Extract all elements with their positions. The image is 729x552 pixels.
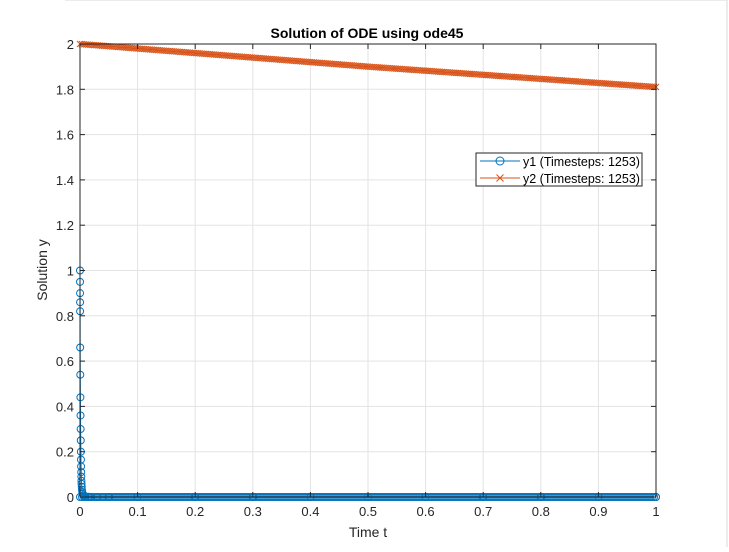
y-tick-label: 1 bbox=[67, 264, 74, 279]
y-tick-label: 1.4 bbox=[56, 173, 74, 188]
y-tick-label: 0 bbox=[67, 490, 74, 505]
series-y1-point bbox=[77, 462, 86, 471]
x-tick-label: 0.2 bbox=[186, 504, 204, 519]
legend-marker-circle-icon bbox=[495, 156, 505, 166]
x-tick-label: 0.9 bbox=[589, 504, 607, 519]
y-tick-label: 0.8 bbox=[56, 309, 74, 324]
series-y1-point bbox=[77, 476, 86, 485]
y-tick-label: 0.2 bbox=[56, 445, 74, 460]
y-tick-label: 1.8 bbox=[56, 82, 74, 97]
x-tick-label: 0.4 bbox=[301, 504, 319, 519]
y-tick-label: 0.6 bbox=[56, 354, 74, 369]
x-axis-label: Time t bbox=[349, 524, 387, 540]
chart-title: Solution of ODE using ode45 bbox=[271, 25, 464, 41]
y-tick-label: 1.6 bbox=[56, 128, 74, 143]
series-y1-point bbox=[77, 468, 86, 477]
x-tick-label: 0.1 bbox=[129, 504, 147, 519]
y-tick-label: 0.4 bbox=[56, 399, 74, 414]
x-tick-label: 1 bbox=[652, 504, 659, 519]
legend-entry-y2[interactable]: y2 (Timesteps: 1253) bbox=[480, 172, 640, 186]
legend-marker-x-icon bbox=[496, 174, 504, 182]
x-tick-label: 0.3 bbox=[244, 504, 262, 519]
series-y1-point bbox=[76, 436, 85, 445]
x-tick-label: 0.5 bbox=[359, 504, 377, 519]
series-y1-point bbox=[76, 411, 85, 420]
x-tick-label: 0 bbox=[76, 504, 83, 519]
series-y1-point bbox=[76, 425, 85, 434]
legend-label-y2: y2 (Timesteps: 1253) bbox=[523, 172, 640, 186]
x-tick-label: 0.7 bbox=[474, 504, 492, 519]
legend-label-y1: y1 (Timesteps: 1253) bbox=[523, 155, 640, 169]
x-tick-label: 0.8 bbox=[532, 504, 550, 519]
y-tick-label: 2 bbox=[67, 37, 74, 52]
legend[interactable]: y1 (Timesteps: 1253) y2 (Timesteps: 1253… bbox=[475, 152, 643, 187]
x-tick-label: 0.6 bbox=[417, 504, 435, 519]
axis-ticks: 0 0.1 0.2 0.3 0.4 0.5 0.6 0.7 0.8 0.9 1 0 0.2 0.4 0.6 0… bbox=[56, 37, 660, 519]
legend-entry-y1[interactable]: y1 (Timesteps: 1253) bbox=[480, 155, 640, 169]
grid bbox=[79, 43, 657, 498]
y-axis-label: Solution y bbox=[34, 239, 50, 300]
series-y1-point bbox=[77, 479, 86, 488]
y-tick-label: 1.2 bbox=[56, 218, 74, 233]
